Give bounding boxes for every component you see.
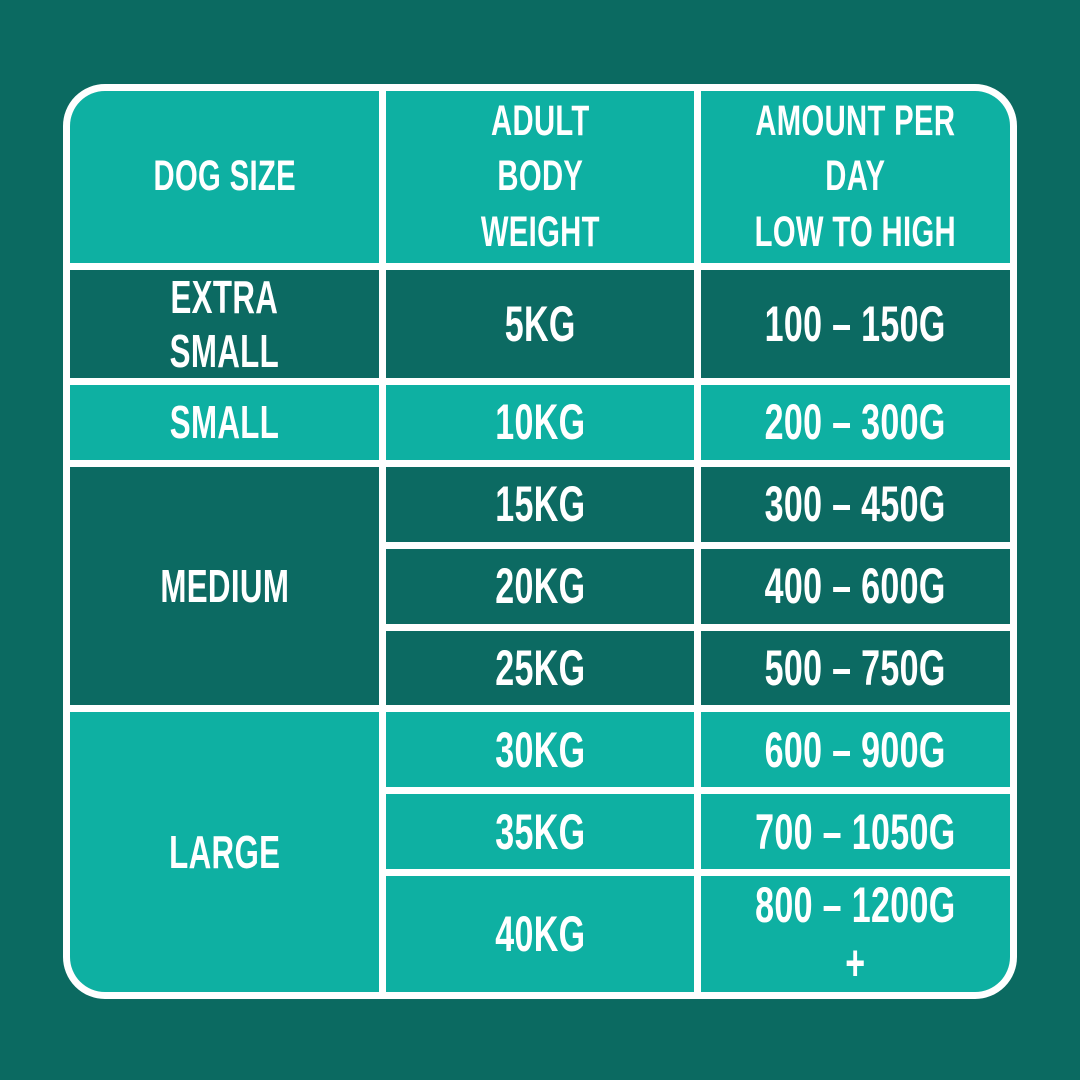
header-body-weight-label: ADULT BODY WEIGHT	[480, 97, 600, 256]
amount-35kg-cell: 700 – 1050g	[701, 794, 1010, 869]
amount-40kg-cell: 800 – 1200g +	[701, 876, 1010, 992]
size-medium-label: MEDIUM	[159, 560, 289, 613]
weight-5kg-value: 5kg	[504, 296, 576, 352]
weight-5kg-cell: 5kg	[385, 270, 695, 378]
amount-25kg-value: 500 – 750g	[765, 639, 947, 696]
amount-15kg-value: 300 – 450g	[765, 476, 947, 533]
amount-5kg-cell: 100 – 150g	[701, 270, 1010, 378]
size-medium-cell: MEDIUM	[70, 466, 379, 706]
weight-20kg-cell: 20kg	[385, 548, 695, 624]
weight-30kg-cell: 30kg	[385, 712, 695, 788]
feeding-guide-table: DOG SIZE ADULT BODY WEIGHT AMOUNT PER DA…	[63, 84, 1017, 999]
amount-40kg-value: 800 – 1200g +	[755, 877, 956, 991]
header-body-weight-cell: ADULT BODY WEIGHT	[385, 91, 695, 263]
amount-10kg-value: 200 – 300g	[765, 394, 947, 451]
header-amount-per-day-label: AMOUNT PER DAY LOW TO HIGH	[754, 97, 957, 256]
weight-40kg-value: 40kg	[494, 906, 586, 962]
size-extra-small-cell: EXTRA SMALL	[70, 270, 379, 378]
weight-35kg-cell: 35kg	[385, 794, 695, 869]
weight-35kg-value: 35kg	[494, 803, 586, 860]
amount-15kg-cell: 300 – 450g	[701, 466, 1010, 542]
amount-20kg-cell: 400 – 600g	[701, 548, 1010, 624]
weight-30kg-value: 30kg	[494, 721, 586, 778]
header-amount-per-day-cell: AMOUNT PER DAY LOW TO HIGH	[701, 91, 1010, 263]
amount-5kg-value: 100 – 150g	[765, 296, 947, 352]
size-large-cell: LARGE	[70, 712, 379, 992]
amount-35kg-value: 700 – 1050g	[755, 803, 956, 860]
weight-15kg-cell: 15kg	[385, 466, 695, 542]
header-dog-size-label: DOG SIZE	[153, 152, 296, 201]
weight-25kg-value: 25kg	[494, 639, 586, 696]
amount-25kg-cell: 500 – 750g	[701, 630, 1010, 706]
weight-20kg-value: 20kg	[494, 558, 586, 615]
amount-20kg-value: 400 – 600g	[765, 558, 947, 615]
size-large-label: LARGE	[168, 826, 280, 879]
amount-30kg-cell: 600 – 900g	[701, 712, 1010, 788]
weight-15kg-value: 15kg	[494, 476, 586, 533]
weight-10kg-value: 10kg	[494, 394, 586, 451]
weight-25kg-cell: 25kg	[385, 630, 695, 706]
size-small-cell: SMALL	[70, 385, 379, 460]
size-small-label: SMALL	[169, 396, 280, 449]
header-dog-size-cell: DOG SIZE	[70, 91, 379, 263]
weight-40kg-cell: 40kg	[385, 876, 695, 992]
size-extra-small-label: EXTRA SMALL	[169, 271, 280, 377]
amount-10kg-cell: 200 – 300g	[701, 385, 1010, 460]
weight-10kg-cell: 10kg	[385, 385, 695, 460]
amount-30kg-value: 600 – 900g	[765, 721, 947, 778]
